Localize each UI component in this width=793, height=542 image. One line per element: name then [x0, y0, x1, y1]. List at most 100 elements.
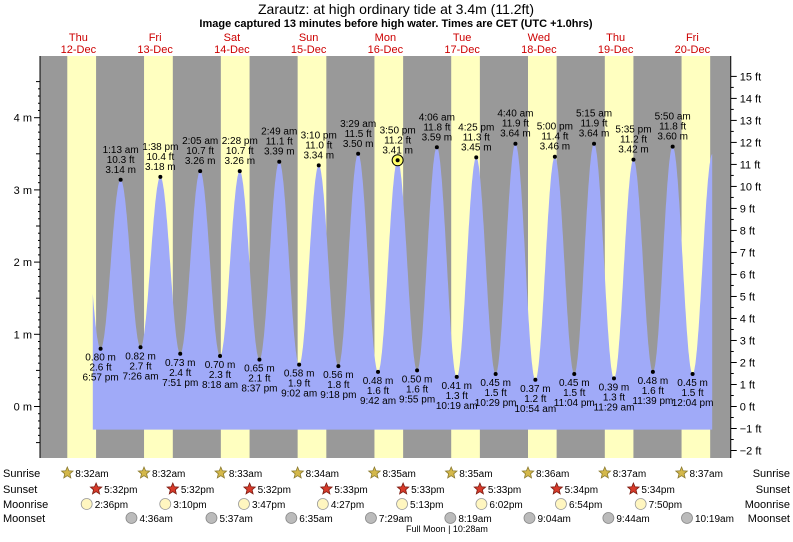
footer-row-label-right: Moonset: [748, 513, 790, 525]
left-axis-label: 3 m: [14, 185, 32, 197]
sunset-icon: [473, 481, 487, 495]
moonset-time: 5:37am: [219, 514, 252, 525]
low-tide-feet: 1.6 ft: [406, 384, 428, 395]
low-tide-meters: 0.41 m: [441, 381, 472, 392]
right-axis-label: 10 ft: [740, 181, 761, 193]
right-axis-label: 11 ft: [740, 159, 761, 171]
tide-extreme-marker: [415, 368, 420, 373]
high-tide-time: 2:49 am: [261, 127, 297, 138]
tide-extreme-marker: [474, 155, 479, 160]
low-tide-meters: 0.80 m: [85, 353, 116, 364]
high-tide-time: 2:05 am: [182, 136, 218, 147]
moonset-icon: [681, 512, 693, 524]
date-label: 12-Dec: [61, 44, 97, 56]
sunset-icon: [396, 481, 410, 495]
right-axis-label: 14 ft: [740, 93, 761, 105]
low-tide-meters: 0.48 m: [363, 376, 394, 387]
sunrise-time: 8:34am: [306, 469, 339, 480]
tide-extreme-marker: [376, 369, 381, 374]
moonrise-time: 2:36pm: [95, 500, 128, 511]
sunset-icon: [550, 481, 564, 495]
high-tide-feet: 11.3 ft: [463, 132, 490, 143]
footer-row-label-left: Sunrise: [3, 468, 40, 480]
low-tide-feet: 2.1 ft: [248, 374, 270, 385]
low-tide-feet: 1.8 ft: [327, 380, 349, 391]
tide-extreme-marker: [336, 364, 341, 369]
high-tide-feet: 11.2 ft: [620, 135, 647, 146]
sunrise-icon: [521, 465, 535, 479]
high-tide-meters: 3.46 m: [540, 142, 571, 153]
day-of-week-label: Sat: [224, 32, 241, 44]
tide-extreme-marker: [592, 141, 597, 146]
low-tide-meters: 0.82 m: [125, 351, 156, 362]
sunset-icon: [626, 481, 641, 495]
low-tide-meters: 0.48 m: [638, 376, 669, 387]
low-tide-meters: 0.73 m: [165, 358, 196, 369]
sunrise-icon: [137, 465, 151, 479]
low-tide-feet: 2.6 ft: [89, 363, 111, 374]
high-tide-time: 3:29 am: [340, 119, 376, 130]
low-tide-meters: 0.45 m: [480, 378, 511, 389]
tide-extreme-marker: [493, 372, 498, 377]
high-tide-time: 1:13 am: [103, 145, 139, 156]
tide-extreme-marker: [138, 345, 143, 350]
low-tide-meters: 0.37 m: [520, 384, 551, 395]
low-tide-feet: 1.6 ft: [367, 386, 389, 397]
tide-extreme-marker: [257, 357, 262, 362]
high-tide-time: 4:40 am: [497, 109, 533, 120]
low-tide-time: 9:55 pm: [399, 394, 435, 405]
high-tide-feet: 11.9 ft: [502, 119, 529, 130]
date-label: 20-Dec: [675, 44, 711, 56]
high-tide-meters: 3.26 m: [224, 156, 255, 167]
high-tide-meters: 3.60 m: [657, 132, 688, 143]
low-tide-meters: 0.56 m: [323, 370, 354, 381]
sunrise-time: 8:35am: [459, 469, 492, 480]
low-tide-feet: 2.7 ft: [129, 361, 151, 372]
high-tide-feet: 11.5 ft: [345, 129, 372, 140]
sunset-icon: [89, 481, 103, 495]
sunrise-time: 8:32am: [152, 469, 185, 480]
right-axis-label: 4 ft: [740, 313, 755, 325]
high-tide-feet: 10.3 ft: [107, 155, 135, 166]
low-tide-time: 7:51 pm: [162, 378, 198, 389]
low-tide-meters: 0.50 m: [402, 374, 433, 385]
sunrise-icon: [214, 465, 228, 479]
low-tide-feet: 1.9 ft: [288, 379, 310, 390]
tide-extreme-marker: [533, 377, 538, 382]
moonset-time: 4:36am: [139, 514, 172, 525]
right-axis-label: 9 ft: [740, 203, 755, 215]
moonrise-time: 6:54pm: [569, 500, 602, 511]
moonrise-icon: [80, 498, 93, 510]
high-tide-meters: 3.50 m: [343, 139, 374, 150]
high-tide-time: 5:50 am: [655, 112, 691, 123]
sunrise-time: 8:37am: [690, 469, 723, 480]
high-tide-meters: 3.41 m: [382, 145, 413, 156]
high-tide-feet: 11.8 ft: [659, 122, 686, 133]
right-axis-label: 0 ft: [740, 402, 755, 414]
low-tide-feet: 1.2 ft: [524, 394, 546, 405]
right-axis-label: 2 ft: [740, 357, 755, 369]
day-of-week-label: Fri: [149, 32, 162, 44]
high-tide-meters: 3.34 m: [303, 150, 334, 161]
high-tide-time: 4:25 pm: [458, 122, 494, 133]
low-tide-time: 11:04 pm: [554, 398, 595, 409]
high-tide-meters: 3.64 m: [579, 129, 610, 140]
chart-subtitle: Image captured 13 minutes before high wa…: [199, 18, 593, 30]
high-tide-time: 5:00 pm: [537, 122, 573, 133]
low-tide-time: 11:39 pm: [632, 396, 673, 407]
moonset-time: 6:35am: [299, 514, 332, 525]
sunrise-icon: [598, 465, 612, 479]
low-tide-time: 9:02 am: [281, 389, 317, 400]
high-tide-time: 3:10 pm: [301, 130, 337, 141]
sunrise-icon: [367, 465, 382, 479]
daylight-band: [67, 56, 97, 458]
date-label: 14-Dec: [214, 44, 250, 56]
plot-area: [40, 56, 731, 458]
right-axis-label: 5 ft: [740, 291, 755, 303]
date-label: 17-Dec: [444, 44, 480, 56]
low-tide-time: 9:18 pm: [320, 390, 356, 401]
high-tide-meters: 3.45 m: [461, 142, 492, 153]
sunset-icon: [319, 481, 334, 495]
low-tide-time: 8:37 pm: [241, 384, 277, 395]
right-axis-label: 7 ft: [740, 247, 755, 259]
